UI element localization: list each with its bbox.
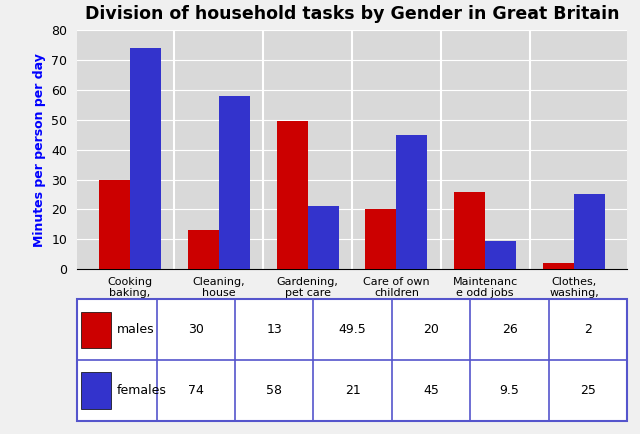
Text: 30: 30 [188, 323, 204, 336]
Bar [574, 194, 605, 269]
Bar [81, 372, 111, 409]
Text: 20: 20 [423, 323, 439, 336]
Bar [365, 209, 396, 269]
Bar [219, 96, 250, 269]
Text: 25: 25 [580, 384, 596, 397]
Text: 74: 74 [188, 384, 204, 397]
Bar [81, 312, 111, 348]
Y-axis label: Minutes per person per day: Minutes per person per day [33, 53, 45, 247]
Bar [396, 135, 428, 269]
Bar [454, 191, 485, 269]
Text: 45: 45 [423, 384, 439, 397]
Bar [188, 230, 219, 269]
Bar [543, 263, 574, 269]
Text: 49.5: 49.5 [339, 323, 367, 336]
Bar [485, 241, 516, 269]
Title: Division of household tasks by Gender in Great Britain: Division of household tasks by Gender in… [84, 5, 620, 23]
Bar [276, 122, 308, 269]
Text: 13: 13 [266, 323, 282, 336]
Bar [130, 48, 161, 269]
Text: females: females [117, 384, 167, 397]
Text: 9.5: 9.5 [500, 384, 520, 397]
Bar [99, 180, 130, 269]
Text: males: males [117, 323, 155, 336]
Text: 58: 58 [266, 384, 282, 397]
Bar [308, 207, 339, 269]
Text: 26: 26 [502, 323, 517, 336]
Text: 2: 2 [584, 323, 592, 336]
Text: 21: 21 [345, 384, 360, 397]
